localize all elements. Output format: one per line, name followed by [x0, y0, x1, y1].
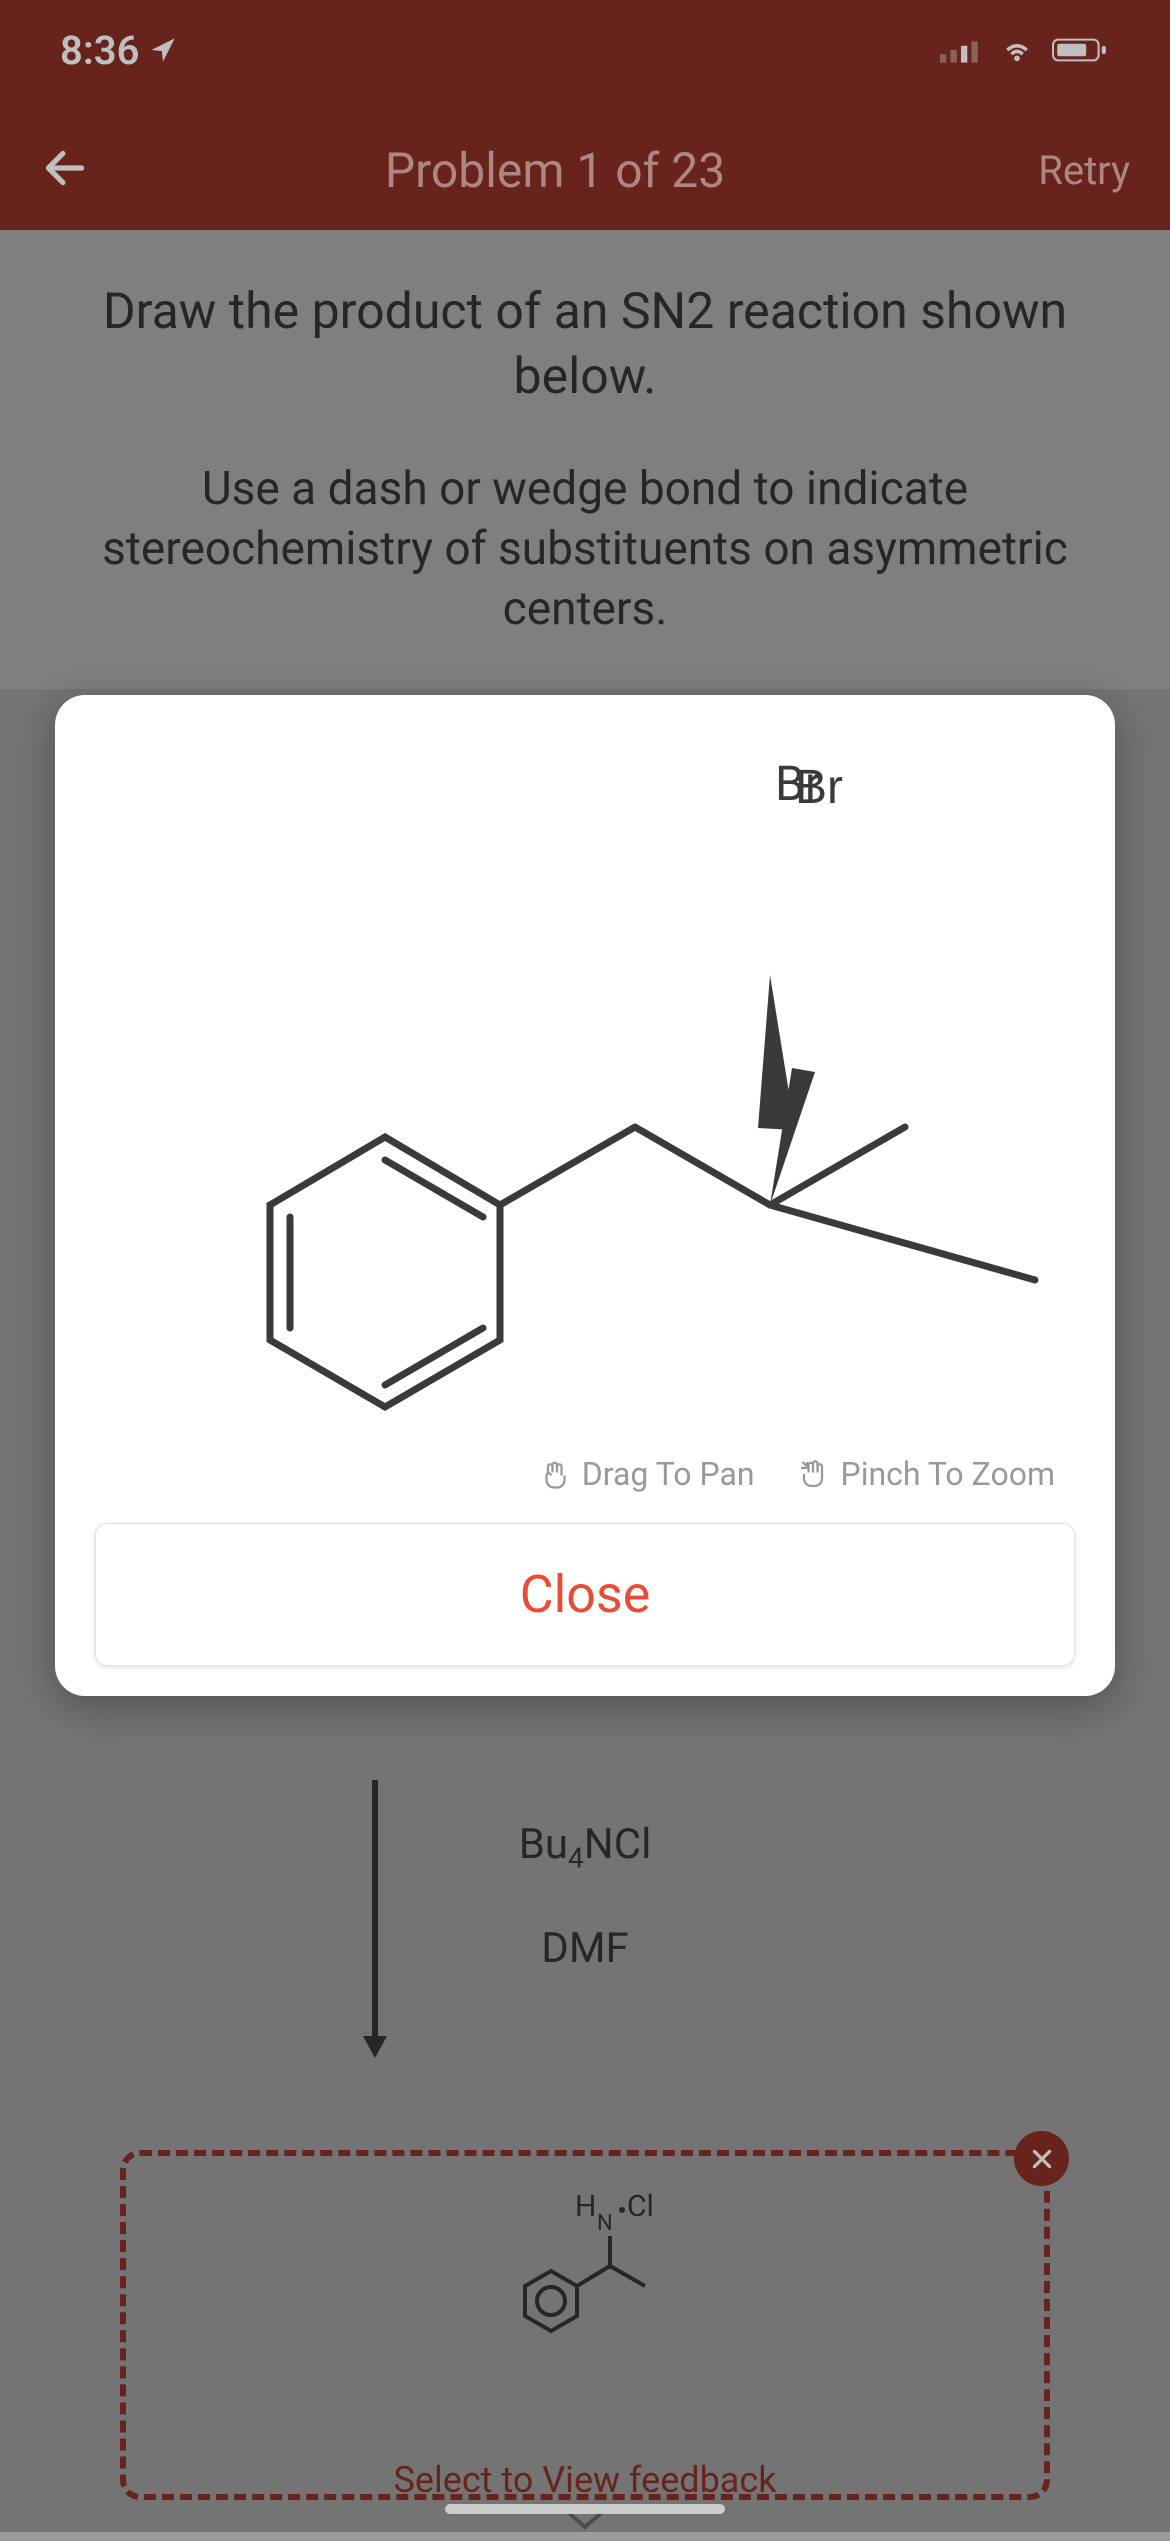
- drag-hint: Drag To Pan: [536, 1455, 755, 1493]
- home-indicator[interactable]: [445, 2504, 725, 2514]
- drag-hint-label: Drag To Pan: [582, 1455, 755, 1493]
- pinch-hint-label: Pinch To Zoom: [841, 1455, 1055, 1493]
- molecule-modal: Br Br Drag To Pan Pinch To Zoom Close: [55, 695, 1115, 1696]
- wedge-overlay-svg: [95, 735, 1075, 1445]
- gesture-hints: Drag To Pan Pinch To Zoom: [95, 1445, 1075, 1523]
- pinch-hint: Pinch To Zoom: [795, 1455, 1055, 1493]
- hand-pinch-icon: [795, 1456, 831, 1492]
- hand-grab-icon: [536, 1456, 572, 1492]
- close-button[interactable]: Close: [95, 1523, 1075, 1666]
- molecule-canvas[interactable]: Br Br: [95, 735, 1075, 1445]
